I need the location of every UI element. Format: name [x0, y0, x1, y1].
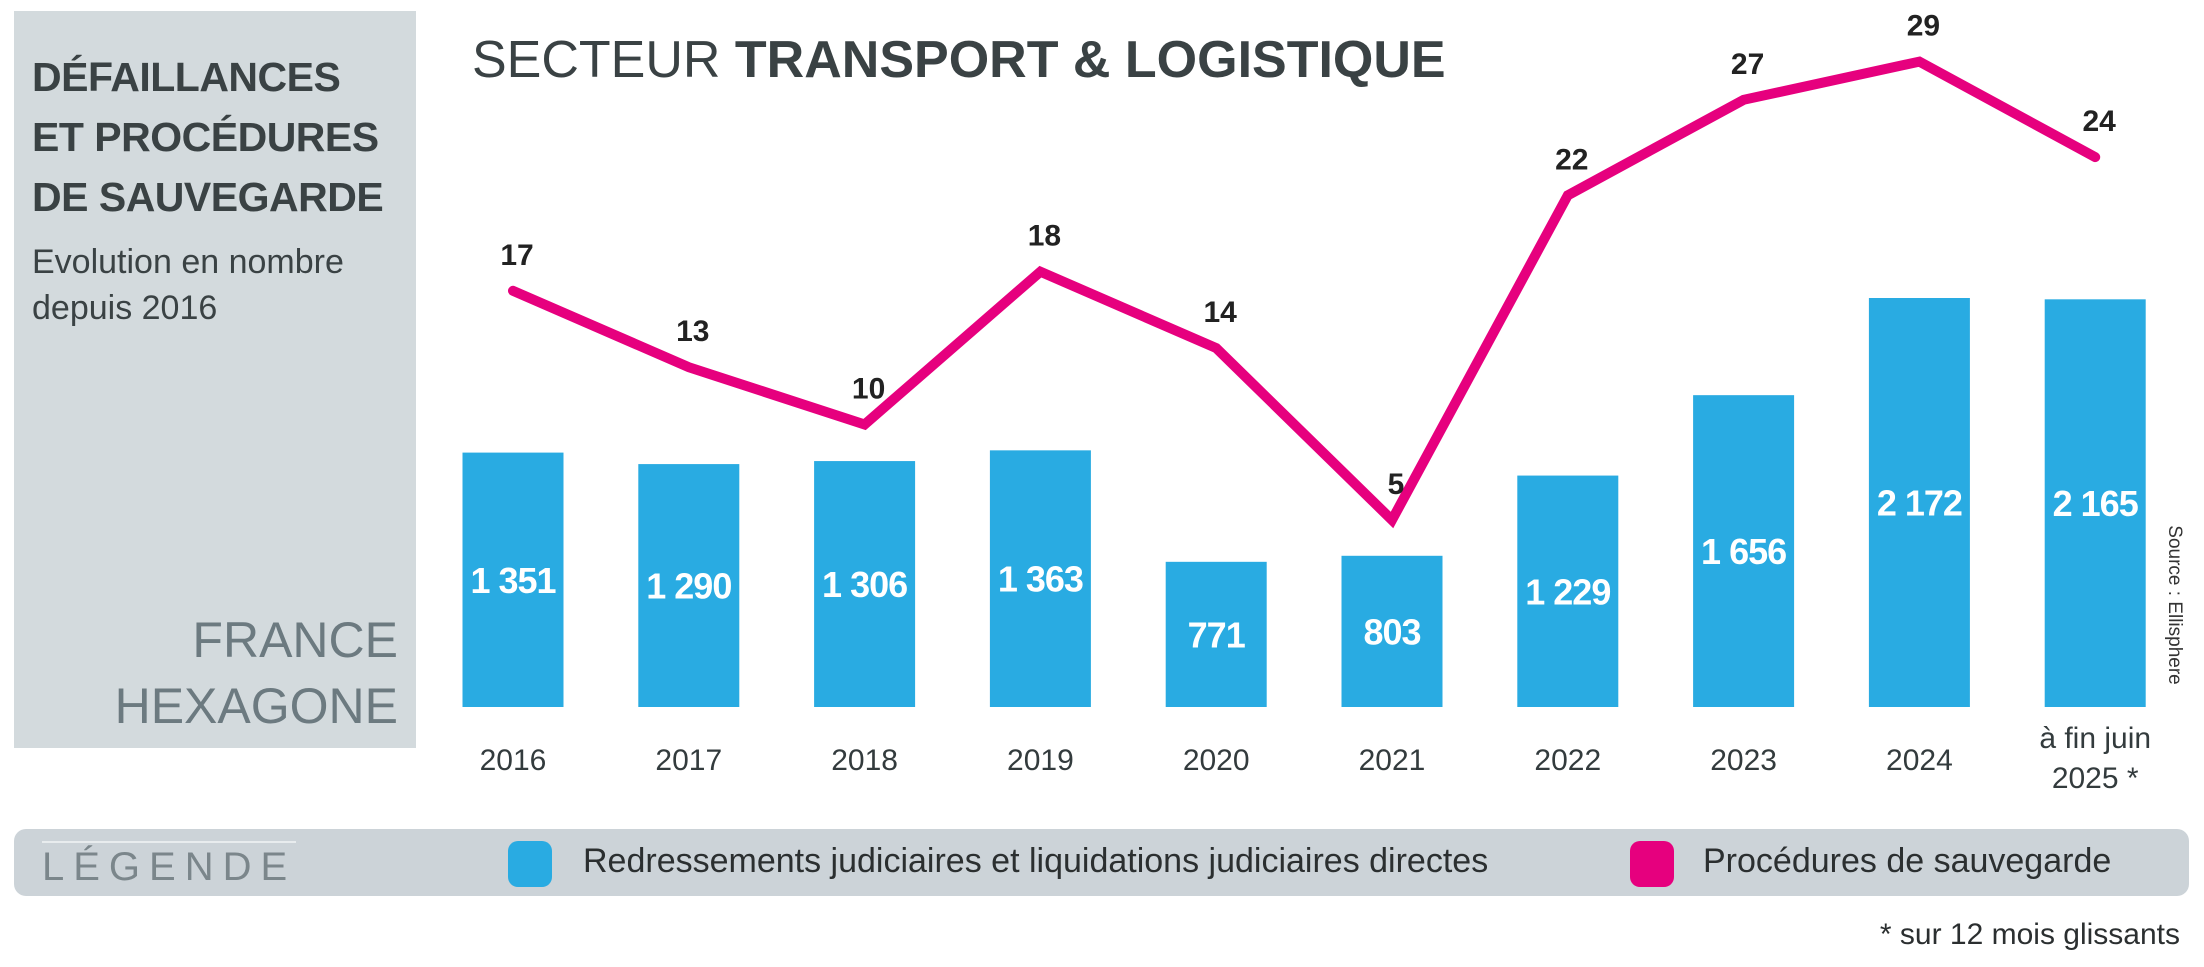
bar-value-label: 1 229 — [1525, 571, 1610, 612]
line-value-label: 22 — [1555, 143, 1588, 176]
bar — [638, 464, 740, 707]
chart-title: SECTEUR TRANSPORT & LOGISTIQUE — [472, 30, 1446, 90]
line-point — [1742, 98, 1745, 101]
x-tick-label: à fin juin — [2039, 722, 2151, 755]
line-point — [1391, 519, 1393, 521]
line-point — [2094, 156, 2097, 159]
legend-swatch-bars — [508, 841, 552, 887]
footnote: * sur 12 mois glissants — [1879, 918, 2180, 951]
line-point — [1215, 347, 1218, 350]
title-light: SECTEUR — [472, 31, 735, 89]
line-value-label: 5 — [1388, 468, 1405, 501]
panel-heading: DÉFAILLANCES ET PROCÉDURES DE SAUVEGARDE — [32, 47, 384, 227]
line-point — [863, 423, 866, 426]
x-tick-label: 2023 — [1710, 744, 1777, 777]
bar-value-label: 2 172 — [1877, 483, 1962, 524]
title-bold: TRANSPORT & LOGISTIQUE — [734, 31, 1446, 89]
source-note: Source : Ellisphere — [2164, 525, 2185, 685]
panel-subtitle: Evolution en nombre depuis 2016 — [32, 239, 344, 331]
info-panel: DÉFAILLANCES ET PROCÉDURES DE SAUVEGARDE… — [14, 11, 416, 748]
bar-value-label: 1 306 — [822, 564, 907, 605]
bar — [1693, 395, 1795, 707]
line-point — [1039, 270, 1042, 273]
line-value-label: 14 — [1204, 296, 1238, 329]
bar-value-label: 1 656 — [1701, 531, 1786, 572]
legend-label-bars: Redressements judiciaires et liquidation… — [583, 842, 1489, 880]
line-point — [1918, 60, 1921, 63]
bar-value-label: 1 290 — [646, 566, 731, 607]
subtitle-line: depuis 2016 — [32, 289, 218, 327]
heading-line: DÉFAILLANCES — [32, 54, 341, 100]
bar-value-label: 2 165 — [2053, 483, 2139, 524]
legend: LÉGENDE Redressements judiciaires et liq… — [14, 829, 2189, 896]
line-value-label: 18 — [1028, 220, 1061, 253]
line-value-label: 13 — [676, 315, 709, 348]
x-tick-label: 2025 * — [2052, 762, 2139, 795]
bar — [1341, 555, 1443, 707]
bar — [1868, 298, 1970, 707]
x-tick-label: 2024 — [1886, 744, 1953, 777]
line-value-label: 17 — [500, 239, 533, 272]
bar-value-label: 1 351 — [470, 560, 556, 601]
legend-label-line: Procédures de sauvegarde — [1703, 842, 2112, 880]
bar — [1517, 475, 1619, 707]
bar — [814, 461, 916, 707]
line-point — [512, 289, 514, 292]
heading-line: ET PROCÉDURES — [32, 114, 379, 160]
line-value-label: 27 — [1731, 48, 1764, 81]
x-tick-label: 2020 — [1183, 744, 1250, 777]
x-tick-label: 2017 — [655, 744, 722, 777]
line-value-label: 24 — [2083, 105, 2117, 138]
line-series — [508, 56, 2101, 529]
line-point — [687, 366, 690, 369]
line-value-label: 10 — [852, 373, 885, 406]
bar-value-label: 803 — [1363, 611, 1420, 652]
region-label: FRANCE HEXAGONE — [115, 607, 398, 739]
bar-value-label: 1 363 — [998, 559, 1083, 600]
x-tick-label: 2019 — [1007, 744, 1074, 777]
region-line: FRANCE — [192, 612, 398, 668]
line-value-label: 29 — [1907, 10, 1940, 43]
bar — [989, 450, 1091, 707]
bar — [2044, 299, 2146, 707]
bar — [1165, 561, 1267, 707]
x-tick-label: 2021 — [1359, 744, 1426, 777]
x-tick-label: 2022 — [1534, 744, 1601, 777]
line-point — [1566, 194, 1569, 197]
x-tick-label: 2018 — [831, 744, 898, 777]
legend-title: LÉGENDE — [42, 841, 297, 889]
bar-value-label: 771 — [1188, 614, 1246, 655]
x-tick-label: 2016 — [480, 744, 547, 777]
heading-line: DE SAUVEGARDE — [32, 174, 384, 220]
legend-swatch-line — [1630, 841, 1674, 887]
subtitle-line: Evolution en nombre — [32, 243, 344, 281]
region-line: HEXAGONE — [114, 678, 398, 734]
bar — [462, 452, 564, 707]
